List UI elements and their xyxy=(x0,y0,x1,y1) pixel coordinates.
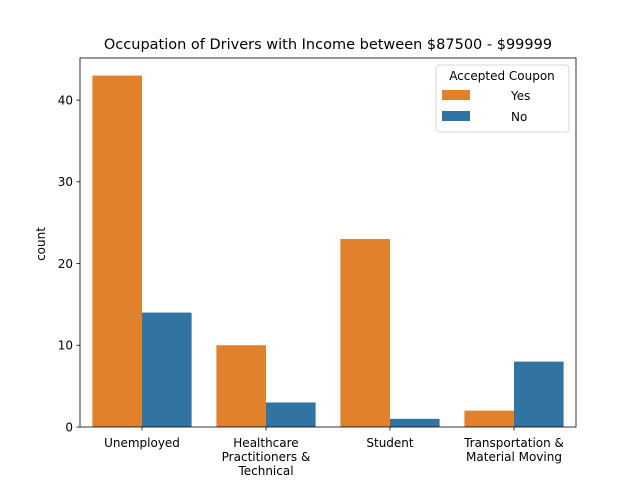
bar-yes-3 xyxy=(464,410,514,427)
chart-title: Occupation of Drivers with Income betwee… xyxy=(104,37,552,53)
bar-no-1 xyxy=(266,402,316,427)
legend-items: Yes No xyxy=(442,89,530,124)
bar-yes-1 xyxy=(216,345,266,427)
y-tick-label: 20 xyxy=(58,257,73,271)
legend-label-yes: Yes xyxy=(510,89,530,103)
bar-yes-2 xyxy=(340,239,390,427)
y-tick-label: 40 xyxy=(58,93,73,107)
x-tick-label: Healthcare Practitioners & Technical xyxy=(222,436,311,478)
legend: Accepted Coupon Yes No xyxy=(435,64,570,133)
y-tick-label: 30 xyxy=(58,175,73,189)
legend-label-no: No xyxy=(511,110,527,124)
legend-title: Accepted Coupon xyxy=(449,69,555,83)
legend-swatch-no xyxy=(442,111,470,121)
y-tick-label: 10 xyxy=(58,339,73,353)
bar-yes-0 xyxy=(92,75,142,427)
x-tick-label: Transportation & Material Moving xyxy=(463,436,564,464)
x-axis: Unemployed Healthcare Practitioners & Techn… xyxy=(104,427,564,478)
bar-no-0 xyxy=(142,312,192,427)
y-tick-label: 0 xyxy=(65,420,73,434)
bars xyxy=(92,75,564,427)
plot-frame xyxy=(79,57,577,428)
bar-no-3 xyxy=(514,361,564,427)
x-tick-label: Student xyxy=(366,436,414,450)
y-axis-title: count xyxy=(34,227,48,261)
x-tick-label: Unemployed xyxy=(104,436,180,450)
y-axis: 0 10 20 30 40 xyxy=(58,93,80,434)
legend-swatch-yes xyxy=(442,90,470,100)
bar-no-2 xyxy=(390,418,440,427)
